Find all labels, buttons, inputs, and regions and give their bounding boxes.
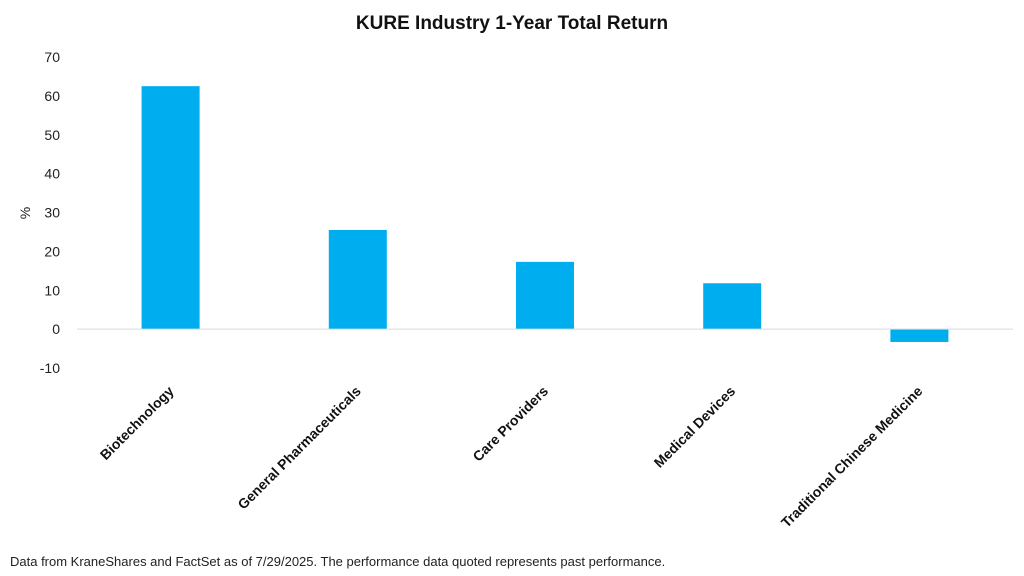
- chart-title: KURE Industry 1-Year Total Return: [355, 13, 669, 34]
- y-tick-label: 20: [44, 243, 60, 259]
- y-tick-label: 60: [44, 88, 60, 104]
- x-category-label: Traditional Chinese Medicine: [778, 383, 926, 531]
- x-category-label: General Pharmaceuticals: [234, 383, 364, 513]
- x-category-label: Medical Devices: [651, 383, 739, 471]
- bars: [141, 86, 949, 342]
- y-axis-ticks: -10 0 10 20 30 40 50 60 70: [40, 49, 60, 376]
- bar-care-providers: [516, 261, 574, 330]
- y-tick-label: 10: [44, 282, 60, 298]
- bar-biotechnology: [141, 86, 200, 330]
- bar-medical-devices: [703, 283, 762, 330]
- y-tick-label: 0: [52, 321, 60, 337]
- y-tick-label: 30: [44, 205, 60, 221]
- x-axis-category-labels: Biotechnology General Pharmaceuticals Care…: [97, 383, 926, 531]
- bar-traditional-chinese-medicine: [890, 329, 949, 342]
- y-tick-label: -10: [40, 360, 60, 376]
- y-tick-label: 70: [44, 49, 60, 65]
- y-tick-label: 50: [44, 127, 60, 143]
- bar-general-pharmaceuticals: [328, 229, 387, 330]
- y-axis-label: %: [17, 207, 33, 219]
- footnote: Data from KraneShares and FactSet as of …: [10, 554, 666, 569]
- y-tick-label: 40: [44, 166, 60, 182]
- x-category-label: Biotechnology: [97, 383, 177, 463]
- x-category-label: Care Providers: [469, 383, 551, 465]
